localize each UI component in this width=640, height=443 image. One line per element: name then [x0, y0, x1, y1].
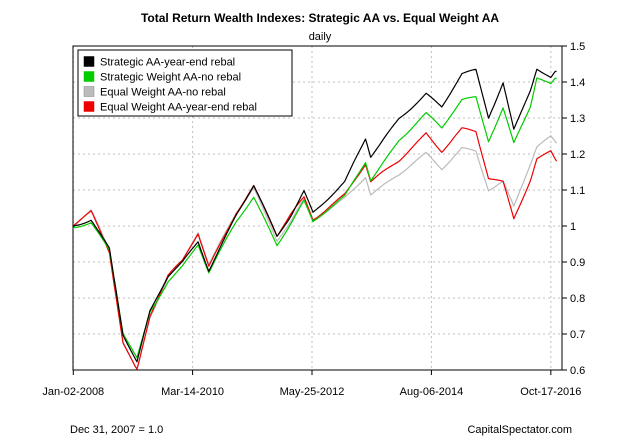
x-axis: Jan-02-2008 Mar-14-2010 May-25-2012 Aug-06-…: [42, 370, 581, 398]
legend-swatch: [83, 101, 95, 112]
series-line-0: [73, 68, 557, 363]
legend-swatch: [83, 86, 95, 97]
legend-label: Equal Weight AA-no rebal: [100, 87, 226, 99]
chart-subtitle: daily: [309, 31, 332, 43]
plot-frame: [72, 45, 563, 371]
x-tick-label: Aug-06-2014: [400, 386, 464, 398]
legend-swatch: [83, 71, 95, 82]
y-tick-label: 1: [570, 221, 576, 233]
y-tick-label: 0.7: [570, 329, 585, 341]
series-line-1: [72, 77, 557, 359]
y-tick-label: 0.6: [570, 365, 585, 377]
legend: Strategic AA-year-end rebal Strategic Wei…: [77, 49, 293, 117]
y-tick-label: 1.1: [570, 185, 585, 197]
series-lines: [72, 68, 558, 370]
legend-box: [77, 49, 293, 117]
footer-source: CapitalSpectator.com: [467, 424, 572, 436]
y-tick-label: 1.3: [570, 113, 585, 125]
y-tick-label: 0.9: [570, 257, 585, 269]
y-tick-label: 0.8: [570, 293, 585, 305]
legend-label: Strategic AA-year-end rebal: [100, 57, 235, 69]
x-tick-label: Jan-02-2008: [42, 386, 104, 398]
series-line-3: [72, 127, 558, 370]
x-tick-label: May-25-2012: [280, 386, 345, 398]
y-tick-label: 1.2: [570, 149, 585, 161]
legend-swatch: [83, 56, 95, 67]
legend-label: Strategic Weight AA-no rebal: [100, 72, 241, 84]
y-tick-label: 1.4: [570, 77, 585, 89]
x-tick-label: Oct-17-2016: [520, 386, 581, 398]
legend-label: Equal Weight AA-year-end rebal: [100, 102, 257, 114]
y-axis: 0.6 0.7 0.8 0.9 1 1.1 1.2 1.3 1.4 1.5: [562, 41, 585, 377]
footer-baseline-note: Dec 31, 2007 = 1.0: [70, 424, 163, 436]
chart-title: Total Return Wealth Indexes: Strategic A…: [141, 11, 499, 25]
y-tick-label: 1.5: [570, 41, 585, 53]
x-tick-label: Mar-14-2010: [161, 386, 224, 398]
